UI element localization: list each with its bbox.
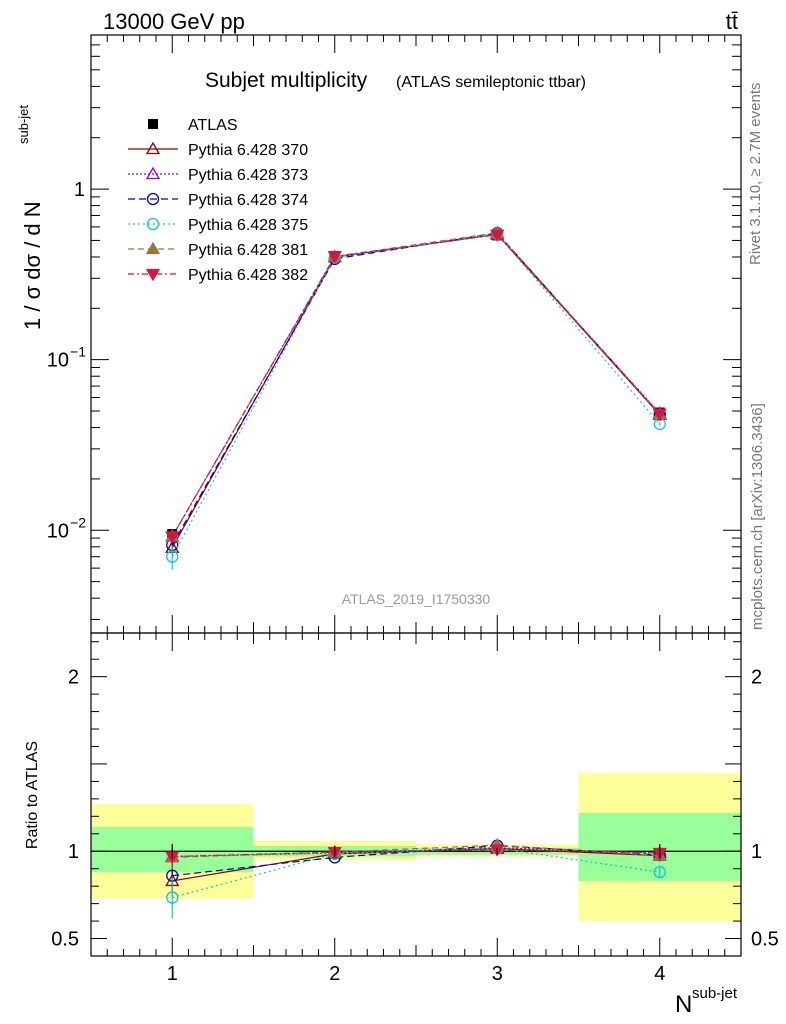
legend-label: Pythia 6.428 381 xyxy=(188,242,308,259)
series-pythia-6-428-382 xyxy=(165,229,667,544)
series-line-pythia-6-428-381 xyxy=(171,232,661,537)
ratio-line-pythia-6-428-381 xyxy=(172,844,660,858)
ratio-point xyxy=(653,866,666,879)
chart-subtitle: (ATLAS semileptonic ttbar) xyxy=(396,74,586,91)
ratio-y-tick-label: 2 xyxy=(68,667,79,689)
ratio-y-tick-label-right: 0.5 xyxy=(751,929,779,951)
y-axis-label-sup: sub-jet xyxy=(16,105,31,144)
x-axis-label-sup: sub-jet xyxy=(692,985,738,1002)
legend-marker xyxy=(145,241,161,255)
legend-item-pythia-6-428-374: Pythia 6.428 374 xyxy=(128,192,308,209)
analysis-label: ATLAS_2019_I1750330 xyxy=(342,591,491,607)
legend-marker xyxy=(148,119,158,129)
y-tick-label: 10 xyxy=(47,520,69,542)
legend-label: Pythia 6.428 375 xyxy=(188,217,308,234)
y-tick-exponent: −2 xyxy=(70,514,86,530)
header-right: tt̄ xyxy=(726,9,738,34)
ratio-y-tick-label: 0.5 xyxy=(51,929,79,951)
data-point xyxy=(165,531,180,544)
legend-item-pythia-6-428-373: Pythia 6.428 373 xyxy=(128,166,308,184)
header-left: 13000 GeV pp xyxy=(103,9,245,34)
legend-label: Pythia 6.428 370 xyxy=(188,142,308,159)
legend-label: Pythia 6.428 373 xyxy=(188,167,308,184)
legend-label: Pythia 6.428 382 xyxy=(188,267,308,284)
legend-item-pythia-6-428-382: Pythia 6.428 382 xyxy=(128,267,308,284)
ratio-y-tick-label: 1 xyxy=(68,841,79,863)
y-axis-label-main: 1 / σ dσ / d N sub-jet xyxy=(16,105,45,330)
ratio-line-pythia-6-428-382 xyxy=(172,848,660,858)
legend: ATLAS Pythia 6.428 370 Pythia 6.428 373 Pyt… xyxy=(128,117,308,284)
legend-label: ATLAS xyxy=(188,117,238,134)
ratio-y-tick-label-right: 2 xyxy=(751,667,762,689)
legend-marker xyxy=(145,141,161,155)
legend-item-atlas: ATLAS xyxy=(148,117,238,134)
legend-item-pythia-6-428-370: Pythia 6.428 370 xyxy=(128,141,308,159)
legend-marker xyxy=(145,268,161,282)
y-tick-label: 10 xyxy=(47,350,69,372)
x-tick-label: 3 xyxy=(492,963,503,985)
y-axis-label-text: 1 / σ dσ / d N xyxy=(20,201,45,330)
ratio-line-pythia-6-428-374 xyxy=(172,845,660,877)
legend-label: Pythia 6.428 374 xyxy=(188,192,308,209)
main-axes: 10 −210 −11 xyxy=(47,34,742,633)
series-line-pythia-6-428-374 xyxy=(171,232,661,546)
y-tick-label: 1 xyxy=(74,179,85,201)
x-axis-label: N sub-jet xyxy=(675,985,738,1018)
chart-title: Subjet multiplicity xyxy=(205,69,368,92)
main-panel: 10 −210 −11 Subjet multiplicity (ATLAS sem… xyxy=(16,34,742,634)
ratio-axes: 0.5 0.5 1 1 2 2 1 2 3 4 xyxy=(51,633,779,985)
legend-marker xyxy=(146,192,160,206)
mcplots-label: mcplots.cern.ch [arXiv:1306.3436] xyxy=(749,403,766,630)
main-data-layer xyxy=(165,225,667,570)
series-line-pythia-6-428-375 xyxy=(171,233,661,557)
ratio-data-layer xyxy=(91,772,741,922)
x-tick-label: 2 xyxy=(329,963,340,985)
legend-marker xyxy=(146,217,160,231)
data-point xyxy=(327,251,342,264)
legend-item-pythia-6-428-375: Pythia 6.428 375 xyxy=(128,217,308,234)
data-point xyxy=(490,229,505,243)
ratio-y-tick-label-right: 1 xyxy=(751,841,762,863)
data-point xyxy=(652,408,667,422)
ratio-point xyxy=(166,891,179,904)
x-tick-label: 4 xyxy=(654,963,665,985)
ratio-panel: 0.5 0.5 1 1 2 2 1 2 3 4 Ratio to ATLAS N sub-jet xyxy=(24,632,779,1018)
x-axis-label-base: N xyxy=(675,991,692,1018)
data-point xyxy=(166,550,179,563)
x-tick-label: 1 xyxy=(167,963,178,985)
y-tick-exponent: −1 xyxy=(70,344,86,360)
rivet-label: Rivet 3.1.10, ≥ 2.7M events xyxy=(747,83,764,266)
legend-item-pythia-6-428-381: Pythia 6.428 381 xyxy=(128,241,308,259)
legend-marker xyxy=(145,166,161,180)
ratio-y-label: Ratio to ATLAS xyxy=(24,741,41,849)
